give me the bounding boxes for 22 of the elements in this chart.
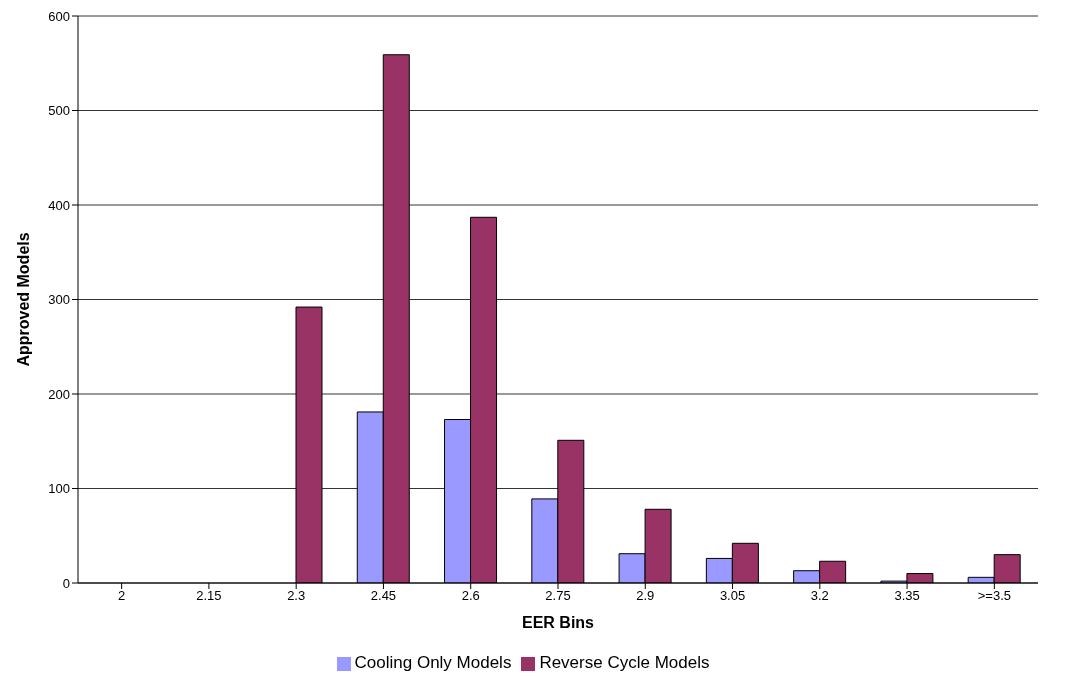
x-tick-label: 3.2: [810, 588, 829, 604]
x-tick-label: 3.35: [894, 588, 920, 604]
y-axis-title: Approved Models: [14, 232, 32, 367]
y-tick-label: 200: [48, 386, 70, 402]
y-tick-label: 600: [48, 8, 70, 24]
legend-label: Reverse Cycle Models: [539, 653, 710, 672]
x-tick-label: 2.3: [287, 588, 306, 604]
x-tick-label: 2: [118, 588, 126, 604]
x-axis-title: EER Bins: [521, 614, 595, 631]
x-tick-label: 3.05: [719, 588, 746, 604]
y-tick-label: 0: [62, 575, 70, 591]
x-tick-label: >=3.5: [977, 588, 1011, 604]
y-tick-label: 400: [48, 197, 70, 213]
x-tick-label: 2.15: [196, 588, 222, 604]
legend-label: Cooling Only Models: [354, 653, 512, 672]
y-tick-label: 300: [48, 292, 70, 308]
x-tick-label: 2.75: [545, 588, 571, 604]
x-tick-label: 2.6: [461, 588, 480, 604]
y-tick-label: 100: [48, 481, 70, 497]
x-tick-label: 2.45: [370, 588, 397, 604]
y-tick-label: 500: [48, 103, 70, 119]
x-tick-label: 2.9: [636, 588, 655, 604]
